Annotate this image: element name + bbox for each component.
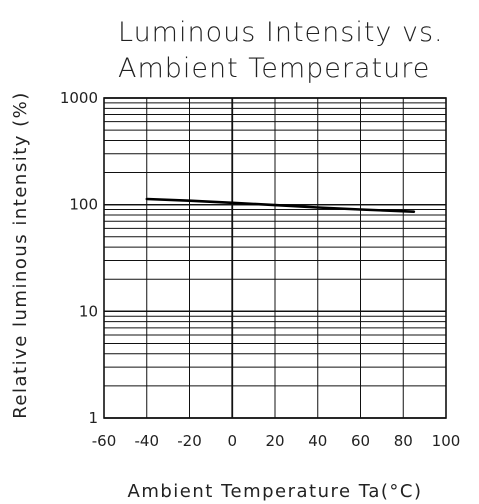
data-point-0-2 xyxy=(231,201,234,204)
data-point-0-3 xyxy=(274,204,276,207)
y-tick-label-10: 10 xyxy=(79,302,98,320)
x-tick-label-100: 100 xyxy=(432,432,461,450)
y-axis-label: Relative luminous intensity (%) xyxy=(10,91,31,419)
data-point-0-6 xyxy=(413,210,415,213)
series-layer xyxy=(145,197,416,213)
x-tick-labels: -60 -40 -20 0 20 40 60 80 100 xyxy=(92,432,461,450)
data-point-0-1 xyxy=(188,199,191,202)
chart-title-line-2: Ambient Temperature xyxy=(118,53,430,84)
x-tick-label--20: -20 xyxy=(177,432,202,450)
y-tick-label-1000: 1000 xyxy=(60,89,98,107)
y-tick-labels: 1 10 100 1000 xyxy=(60,89,98,427)
data-point-0-5 xyxy=(359,208,362,211)
y-tick-label-100: 100 xyxy=(69,196,98,214)
x-tick-label--60: -60 xyxy=(92,432,117,450)
x-tick-label-20: 20 xyxy=(265,432,284,450)
x-tick-label-40: 40 xyxy=(308,432,327,450)
x-tick-label--40: -40 xyxy=(135,432,160,450)
data-point-0-4 xyxy=(316,206,319,209)
x-tick-label-60: 60 xyxy=(351,432,370,450)
grid xyxy=(103,97,447,419)
x-tick-label-80: 80 xyxy=(394,432,413,450)
data-point-0-0 xyxy=(145,198,148,200)
plot-frame xyxy=(103,97,447,419)
x-axis-label: Ambient Temperature Ta(°C) xyxy=(128,481,423,502)
chart-title-line-1: Luminous Intensity vs. xyxy=(118,17,444,48)
y-tick-label-1: 1 xyxy=(88,409,98,427)
plot-border xyxy=(103,97,447,419)
x-tick-label-0: 0 xyxy=(227,432,237,450)
